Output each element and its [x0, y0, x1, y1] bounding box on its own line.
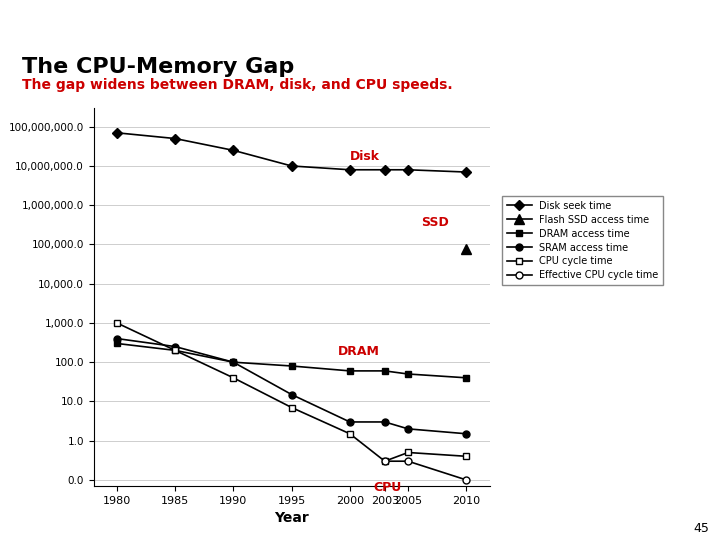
CPU cycle time	[346, 430, 354, 437]
SRAM access time	[287, 392, 296, 398]
DRAM access time	[462, 375, 471, 381]
Legend: Disk seek time, Flash SSD access time, DRAM access time, SRAM access time, CPU c: Disk seek time, Flash SSD access time, D…	[503, 196, 663, 285]
Line: CPU cycle time: CPU cycle time	[114, 320, 469, 464]
Line: Disk seek time: Disk seek time	[114, 130, 469, 176]
Text: SSD: SSD	[421, 216, 449, 229]
X-axis label: Year: Year	[274, 511, 309, 525]
SRAM access time	[346, 418, 354, 425]
Text: DRAM: DRAM	[338, 345, 380, 357]
CPU cycle time	[287, 404, 296, 411]
Effective CPU cycle time	[462, 477, 471, 483]
DRAM access time	[404, 371, 413, 377]
CPU cycle time	[229, 375, 238, 381]
CPU cycle time	[462, 453, 471, 460]
Text: The gap widens between DRAM, disk, and CPU speeds.: The gap widens between DRAM, disk, and C…	[22, 78, 452, 92]
Text: The CPU-Memory Gap: The CPU-Memory Gap	[22, 57, 294, 77]
SRAM access time	[229, 359, 238, 366]
Disk seek time	[171, 136, 179, 142]
Line: Effective CPU cycle time: Effective CPU cycle time	[382, 458, 469, 483]
Text: CPU: CPU	[373, 481, 401, 494]
Line: SRAM access time: SRAM access time	[114, 335, 469, 437]
CPU cycle time	[380, 458, 389, 464]
Disk seek time	[287, 163, 296, 169]
CPU cycle time	[112, 320, 121, 326]
Disk seek time	[229, 147, 238, 153]
DRAM access time	[171, 347, 179, 354]
SRAM access time	[404, 426, 413, 432]
Disk seek time	[462, 169, 471, 176]
Text: Seoul National University: Seoul National University	[554, 7, 713, 17]
Text: 45: 45	[693, 522, 709, 535]
Effective CPU cycle time	[380, 458, 389, 464]
Text: Disk: Disk	[350, 150, 380, 163]
DRAM access time	[112, 340, 121, 347]
Disk seek time	[112, 130, 121, 136]
CPU cycle time	[404, 449, 413, 456]
Disk seek time	[404, 166, 413, 173]
SRAM access time	[171, 343, 179, 350]
SRAM access time	[462, 430, 471, 437]
SRAM access time	[380, 418, 389, 425]
DRAM access time	[287, 363, 296, 369]
SRAM access time	[112, 335, 121, 342]
DRAM access time	[229, 359, 238, 366]
CPU cycle time	[171, 347, 179, 354]
Line: DRAM access time: DRAM access time	[114, 340, 469, 381]
DRAM access time	[346, 368, 354, 374]
Effective CPU cycle time	[404, 458, 413, 464]
DRAM access time	[380, 368, 389, 374]
Disk seek time	[346, 166, 354, 173]
Disk seek time	[380, 166, 389, 173]
